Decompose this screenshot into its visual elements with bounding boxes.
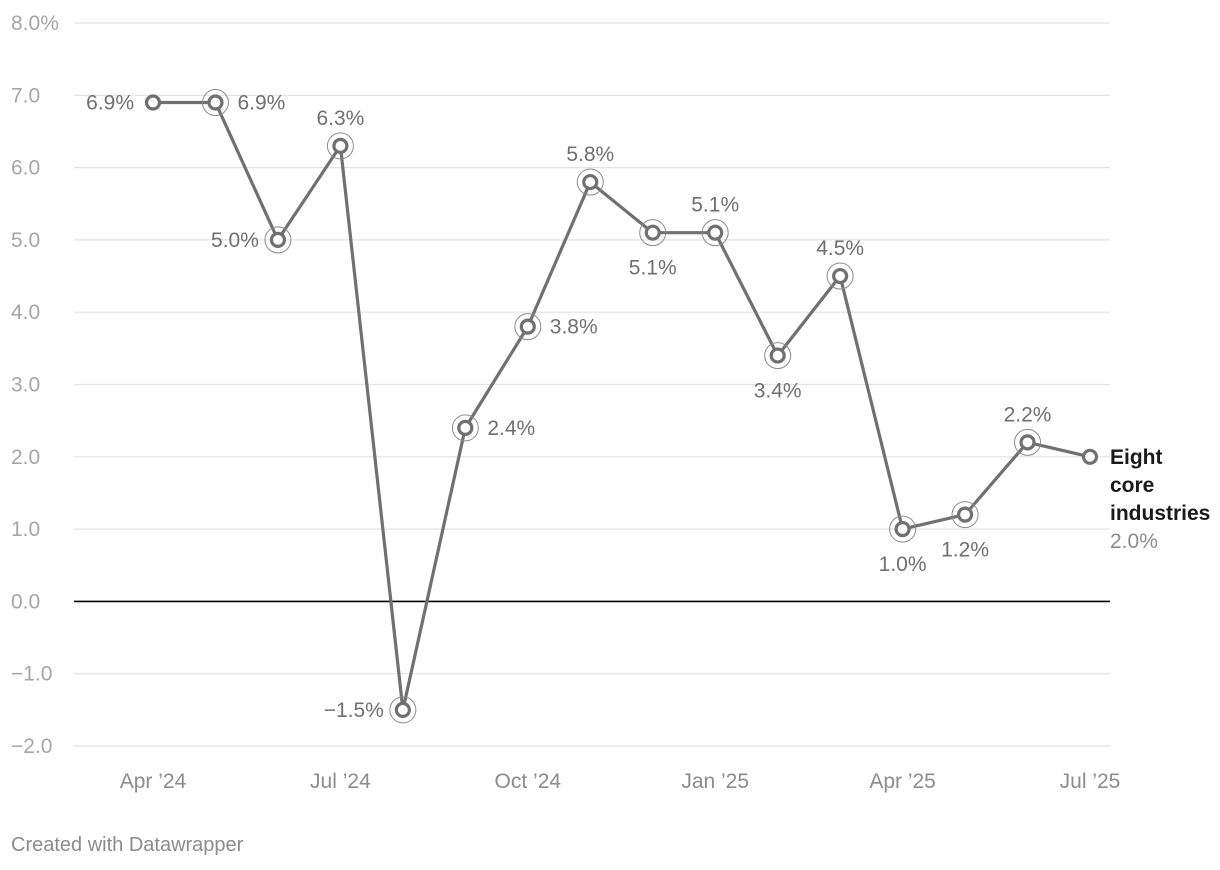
- data-point: [707, 224, 724, 241]
- x-tick-label: Jan ’25: [681, 770, 749, 793]
- data-label: 5.0%: [211, 229, 259, 252]
- data-label: 1.0%: [879, 553, 927, 576]
- data-point-halo: [264, 226, 292, 254]
- data-point-halo: [764, 342, 792, 370]
- data-label: 3.4%: [754, 380, 802, 403]
- y-tick-label: 0.0: [11, 590, 40, 613]
- data-point-halo: [326, 132, 354, 160]
- data-label: 2.2%: [1004, 403, 1052, 426]
- data-label: 2.4%: [487, 417, 535, 440]
- data-point-halo: [951, 501, 979, 529]
- data-point: [394, 701, 411, 718]
- data-label: 5.1%: [691, 194, 739, 217]
- y-tick-label: 3.0: [11, 374, 40, 397]
- data-point-halo: [826, 262, 854, 290]
- data-label: 6.3%: [316, 107, 364, 130]
- series-name-label: Eight: [1110, 446, 1163, 469]
- data-point: [144, 94, 162, 111]
- y-tick-label: 1.0: [11, 518, 40, 541]
- data-label: 3.8%: [550, 316, 598, 339]
- data-label: 6.9%: [237, 92, 285, 115]
- data-point: [1081, 448, 1099, 465]
- line-chart: 8.0% 7.0 6.0 5.0 4.0 3.0 2.0 1.0 0.0 −1.0 −2.0 Apr…: [11, 12, 1210, 793]
- data-point: [582, 173, 599, 191]
- data-point-halo: [1014, 428, 1042, 456]
- x-tick-label: Apr ’25: [869, 770, 936, 793]
- x-tick-label: Jul ’24: [310, 770, 371, 793]
- data-label: 5.8%: [566, 143, 614, 166]
- y-tick-label: 5.0: [11, 229, 40, 252]
- y-tick-label: 2.0: [11, 446, 40, 469]
- series-name-label: core: [1110, 474, 1154, 497]
- data-label: −1.5%: [324, 699, 384, 722]
- x-axis: Apr ’24 Jul ’24 Oct ’24 Jan ’25 Apr ’25 Jul ’…: [120, 770, 1121, 793]
- y-tick-label: 8.0%: [11, 12, 59, 35]
- data-point: [956, 506, 974, 523]
- data-label: 1.2%: [941, 539, 989, 562]
- data-point: [1019, 434, 1036, 451]
- x-tick-label: Oct ’24: [495, 770, 562, 793]
- data-point: [332, 137, 349, 155]
- x-tick-label: Apr ’24: [120, 770, 187, 793]
- y-axis: 8.0% 7.0 6.0 5.0 4.0 3.0 2.0 1.0 0.0 −1.0 −2.0: [11, 12, 59, 758]
- data-point: [644, 224, 661, 241]
- y-tick-label: 7.0: [11, 84, 40, 107]
- y-tick-label: −1.0: [11, 663, 52, 686]
- series-name-label: industries: [1110, 502, 1210, 525]
- data-point: [769, 347, 786, 364]
- data-point: [457, 419, 474, 436]
- data-label: 6.9%: [86, 92, 134, 115]
- y-tick-label: −2.0: [11, 735, 52, 758]
- data-point-halo: [451, 414, 479, 442]
- data-point-halo: [889, 515, 917, 543]
- series-last-value-label: 2.0%: [1110, 530, 1158, 553]
- footer-credit: Created with Datawrapper: [11, 834, 244, 856]
- data-point-halo: [639, 219, 667, 247]
- series-line: [151, 100, 1092, 712]
- data-point-halo: [514, 313, 542, 341]
- data-point: [519, 318, 536, 335]
- data-point-halo: [576, 168, 604, 196]
- data-point: [832, 267, 849, 285]
- series-eight-core-industries: [144, 89, 1099, 724]
- data-label: 5.1%: [629, 257, 677, 280]
- y-tick-label: 4.0: [11, 301, 40, 324]
- data-label: 4.5%: [816, 237, 864, 260]
- data-point: [894, 520, 911, 538]
- data-point: [269, 231, 287, 248]
- data-labels: 6.9% 6.9% 5.0% 6.3% −1.5% 2.4% 3.8% 5.8% 5.1% 5.1…: [86, 92, 1210, 722]
- data-point-halo: [701, 219, 729, 247]
- x-tick-label: Jul ’25: [1060, 770, 1121, 793]
- data-point: [207, 94, 224, 111]
- data-point-halo: [201, 89, 229, 117]
- y-tick-label: 6.0: [11, 157, 40, 180]
- data-point-halo: [389, 696, 417, 724]
